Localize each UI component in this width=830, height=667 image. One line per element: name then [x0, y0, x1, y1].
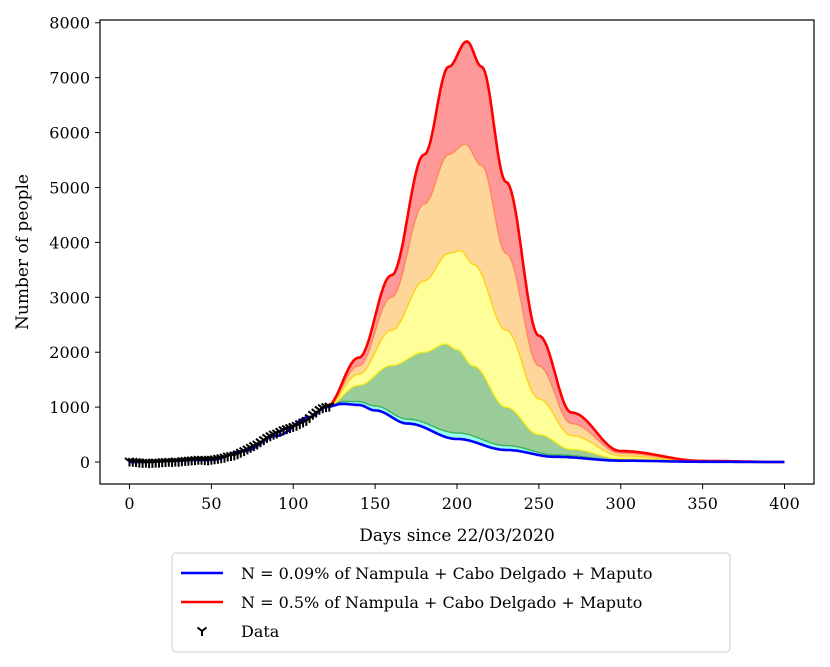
x-tick-label: 0: [124, 494, 134, 513]
y-tick-label: 6000: [49, 124, 90, 143]
y-axis-label: Number of people: [13, 174, 33, 330]
band-fill-3: [129, 344, 785, 462]
legend: N = 0.09% of Nampula + Cabo Delgado + Ma…: [171, 552, 731, 653]
legend-label-0: N = 0.09% of Nampula + Cabo Delgado + Ma…: [241, 564, 653, 583]
legend-label-1: N = 0.5% of Nampula + Cabo Delgado + Map…: [241, 593, 642, 612]
y-tick-label: 8000: [49, 14, 90, 33]
x-tick-label: 400: [769, 494, 800, 513]
data-markers: [124, 402, 335, 469]
legend-marker-data: [196, 626, 208, 636]
band-fill-2: [129, 250, 785, 462]
y-tick-label: 3000: [49, 288, 90, 307]
x-tick-label: 100: [278, 494, 309, 513]
data-point: [324, 402, 335, 412]
band-fills: [129, 41, 785, 463]
y-tick-label: 0: [80, 453, 90, 472]
legend-box: [171, 552, 731, 653]
x-axis-label: Days since 22/03/2020: [359, 526, 555, 546]
y-tick-label: 2000: [49, 343, 90, 362]
y-axis-ticks: 0 1000 2000 3000 4000 5000 6000 7000 8000: [49, 14, 100, 472]
y-tick-label: 5000: [49, 178, 90, 197]
band-fill-1: [129, 144, 785, 462]
x-tick-label: 300: [605, 494, 636, 513]
legend-label-2: Data: [241, 622, 280, 641]
y-tick-label: 1000: [49, 398, 90, 417]
x-tick-label: 200: [442, 494, 473, 513]
y-tick-label: 7000: [49, 69, 90, 88]
x-tick-label: 150: [360, 494, 391, 513]
x-tick-label: 350: [687, 494, 718, 513]
x-axis-ticks: 0 50 100 150 200 250 300 350 400: [124, 484, 800, 513]
x-tick-label: 50: [201, 494, 221, 513]
y-tick-label: 4000: [49, 233, 90, 252]
x-tick-label: 250: [524, 494, 555, 513]
band-fill-0: [129, 41, 785, 463]
